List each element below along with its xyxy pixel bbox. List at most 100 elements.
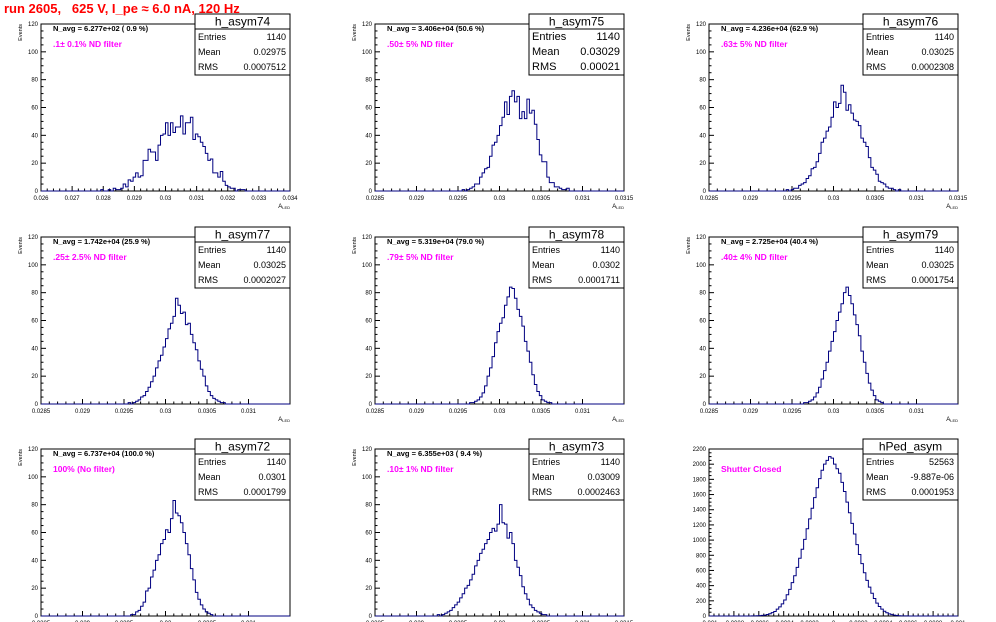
x-axis-title: ALED: [278, 204, 290, 210]
stat-value: 0.03025: [921, 47, 954, 57]
x-tick-label: 0.0305: [866, 409, 885, 415]
histogram-panel: 0.02850.0290.02950.030.03050.0310.031502…: [352, 438, 634, 622]
stats-box: [862, 453, 959, 501]
y-tick-label: 100: [28, 475, 39, 481]
y-tick-label: 1400: [693, 508, 707, 514]
y-tick-label: 20: [365, 374, 372, 380]
x-tick-label: 0.0305: [532, 196, 551, 202]
stat-value: 1140: [935, 32, 954, 42]
stat-label: RMS: [866, 487, 886, 497]
stat-value: 1140: [601, 457, 620, 467]
y-tick-label: 100: [28, 50, 39, 56]
histogram-series: [709, 84, 958, 192]
y-tick-label: 40: [31, 558, 38, 564]
filter-label: .63± 5% ND filter: [721, 39, 788, 49]
y-tick-label: 2200: [693, 447, 707, 453]
stat-label: RMS: [532, 275, 552, 285]
histogram-name: h_asym72: [215, 440, 271, 454]
filter-label: .25± 2.5% ND filter: [53, 252, 127, 262]
y-tick-label: 40: [699, 133, 706, 139]
x-tick-label: 0.03: [494, 196, 506, 202]
stat-label: Mean: [532, 46, 560, 58]
y-tick-label: 80: [365, 78, 372, 84]
x-tick-label: 0.0285: [366, 409, 385, 415]
filter-label: .1± 0.1% ND filter: [53, 39, 123, 49]
stat-label: Entries: [198, 245, 227, 255]
y-tick-label: 40: [699, 346, 706, 352]
x-axis-title: ALED: [946, 417, 958, 423]
y-tick-label: 120: [696, 235, 707, 241]
y-tick-label: 60: [31, 319, 38, 325]
filter-label: .50± 5% ND filter: [387, 39, 454, 49]
stat-value: 0.0002463: [577, 487, 620, 497]
y-tick-label: 40: [365, 133, 372, 139]
stats-box: [862, 241, 959, 289]
x-tick-label: 0.031: [575, 409, 591, 415]
stats-box: [194, 453, 291, 501]
stat-value: 1140: [596, 31, 620, 43]
y-tick-label: 120: [362, 447, 373, 453]
stat-label: Mean: [198, 47, 221, 57]
y-tick-label: 20: [699, 374, 706, 380]
y-axis-title: Events: [352, 449, 358, 466]
stat-value: 0.0301: [258, 472, 286, 482]
n-avg-label: N_avg = 4.236e+04 (62.9 %): [721, 24, 819, 33]
stat-label: Mean: [198, 260, 221, 270]
x-tick-label: 0.0295: [115, 409, 134, 415]
n-avg-label: N_avg = 2.725e+04 (40.4 %): [721, 237, 819, 246]
y-tick-label: 0: [35, 189, 39, 195]
stat-value: 1140: [267, 32, 286, 42]
y-tick-label: 120: [28, 447, 39, 453]
stat-label: Entries: [532, 245, 561, 255]
x-tick-label: 0.0315: [615, 196, 634, 202]
histogram-name: h_asym73: [549, 440, 605, 454]
stat-value: 0.0002027: [243, 275, 286, 285]
y-tick-label: 100: [362, 50, 373, 56]
filter-label: .40± 4% ND filter: [721, 252, 788, 262]
stat-label: RMS: [198, 62, 218, 72]
stat-value: 0.02975: [253, 47, 286, 57]
y-tick-label: 20: [31, 374, 38, 380]
y-tick-label: 1600: [693, 493, 707, 499]
stats-box: [862, 28, 959, 76]
stat-label: Entries: [866, 457, 895, 467]
y-tick-label: 0: [703, 402, 707, 408]
histogram-name: h_asym79: [883, 228, 939, 242]
y-axis-title: Events: [686, 237, 692, 254]
y-tick-label: 80: [31, 78, 38, 84]
y-tick-label: 60: [365, 531, 372, 537]
x-tick-label: 0.0315: [949, 196, 968, 202]
histogram-panel: -0.001-0.0008-0.0006-0.0004-0.000200.000…: [693, 438, 966, 622]
histogram-series: [375, 504, 624, 617]
n-avg-label: N_avg = 1.742e+04 (25.9 %): [53, 237, 151, 246]
stat-label: RMS: [198, 275, 218, 285]
y-tick-label: 1800: [693, 477, 707, 483]
x-tick-label: 0.031: [909, 409, 925, 415]
y-axis-title: Events: [686, 24, 692, 41]
y-tick-label: 20: [31, 586, 38, 592]
stat-label: Mean: [866, 47, 889, 57]
stat-value: 1140: [267, 245, 286, 255]
n-avg-label: N_avg = 6.737e+04 (100.0 %): [53, 449, 155, 458]
x-tick-label: 0.0305: [532, 409, 551, 415]
stat-value: 0.0001953: [911, 487, 954, 497]
stat-value: 1140: [601, 245, 620, 255]
y-tick-label: 80: [699, 78, 706, 84]
y-tick-label: 100: [28, 263, 39, 269]
x-tick-label: 0.033: [251, 196, 267, 202]
y-tick-label: 1000: [693, 538, 707, 544]
y-tick-label: 60: [31, 106, 38, 112]
stat-value: 52563: [929, 457, 954, 467]
histogram-panel: 0.02850.0290.02950.030.03050.03102040608…: [18, 438, 291, 622]
y-tick-label: 60: [31, 531, 38, 537]
y-tick-label: 0: [369, 614, 373, 620]
stat-label: Mean: [532, 260, 555, 270]
x-tick-label: 0.031: [241, 409, 257, 415]
y-tick-label: 1200: [693, 523, 707, 529]
x-tick-label: 0.0285: [700, 409, 719, 415]
y-tick-label: 60: [365, 319, 372, 325]
y-tick-label: 0: [35, 614, 39, 620]
histogram-name: h_asym74: [215, 15, 271, 29]
